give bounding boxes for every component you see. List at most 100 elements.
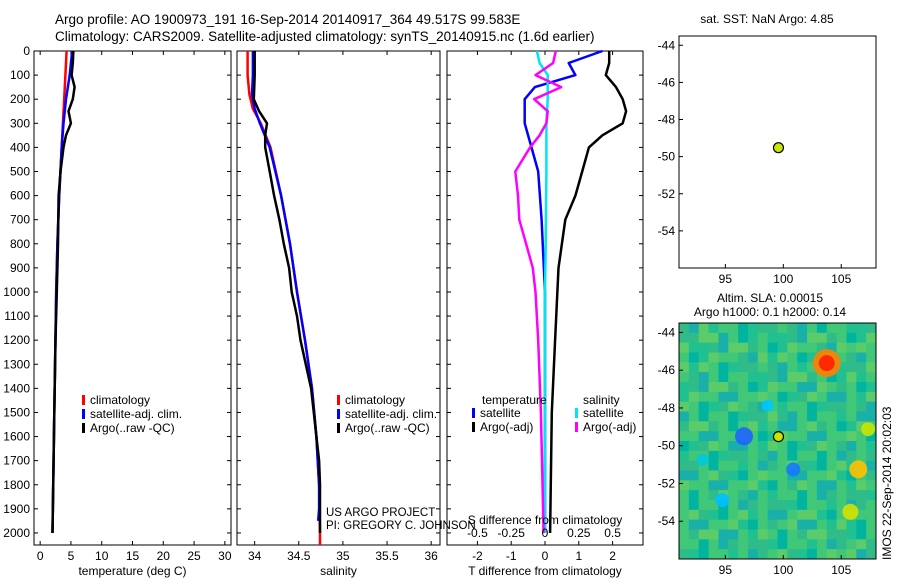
sla-cell	[787, 549, 798, 560]
sla-cell	[866, 460, 877, 471]
sla-cell	[807, 411, 818, 422]
y-tick-label: 800	[10, 237, 30, 251]
sla-cell	[738, 342, 749, 353]
series-line-satellite-adj-clim-	[51, 50, 74, 534]
sla-cell	[708, 372, 719, 383]
sla-cell	[688, 549, 700, 560]
sla-anomaly-blob	[715, 493, 730, 507]
sla-cell	[816, 509, 828, 521]
project-credit: US ARGO PROJECT	[326, 507, 436, 519]
sla-cell	[767, 529, 778, 540]
sla-cell	[836, 382, 847, 393]
sla-cell	[826, 421, 838, 432]
x-tick-label: 100	[773, 272, 793, 286]
sla-cell	[747, 529, 759, 540]
sla-cell	[866, 441, 877, 452]
series-line-argo-raw-qc-	[252, 51, 322, 533]
sla-cell	[718, 509, 729, 521]
sla-cell	[856, 441, 867, 452]
salinity-legend-swatch	[337, 395, 340, 405]
sla-cell	[777, 519, 788, 530]
salinity-legend-label: satellite-adj. clim.	[345, 407, 437, 421]
sla-cell	[728, 480, 739, 491]
sla-cell	[728, 519, 739, 530]
sla-heatmap-field	[679, 323, 877, 560]
sla-cell	[797, 490, 808, 501]
sla-cell	[797, 411, 808, 422]
sla-cell	[777, 529, 788, 540]
sla-cell	[787, 529, 798, 540]
diff-salinity-legend-label: satellite	[583, 406, 624, 420]
sla-cell	[747, 500, 759, 511]
sla-cell	[807, 500, 818, 511]
sla-cell	[767, 382, 778, 393]
diff-temperature-legend-label: Argo(-adj)	[480, 420, 533, 434]
sla-cell	[826, 342, 838, 353]
sla-cell	[846, 450, 857, 462]
sla-cell	[679, 441, 690, 452]
sla-cell	[787, 332, 798, 344]
sla-cell	[757, 372, 769, 383]
x-tick-label: 35	[336, 549, 350, 563]
series-line-argo-adj-	[548, 51, 628, 534]
sla-cell	[846, 441, 857, 452]
sla-cell	[816, 441, 828, 452]
sla-cell	[826, 332, 838, 344]
sla-cell	[747, 549, 759, 560]
sla-cell	[718, 460, 729, 471]
sla-cell	[757, 441, 769, 452]
sla-cell	[797, 323, 808, 334]
sla-cell	[836, 323, 847, 334]
sla-cell	[698, 421, 710, 432]
sla-cell	[679, 342, 690, 353]
sla-cell	[787, 539, 798, 550]
sla-cell	[728, 342, 739, 353]
sla-cell	[846, 431, 857, 442]
sla-cell	[679, 519, 690, 530]
sla-cell	[807, 352, 818, 363]
sla-cell	[836, 480, 847, 491]
sla-cell	[679, 549, 690, 560]
sla-cell	[757, 529, 769, 540]
sla-cell	[738, 352, 749, 363]
sla-cell	[836, 450, 847, 462]
top-x-tick-label: 0.25	[567, 526, 591, 540]
sla-cell	[807, 323, 818, 334]
sla-cell	[767, 411, 778, 422]
x-tick-label: 95	[719, 563, 733, 577]
sla-cell	[747, 450, 759, 462]
sla-cell	[807, 431, 818, 442]
sla-cell	[718, 441, 729, 452]
sla-cell	[698, 323, 710, 334]
sla-cell	[708, 411, 719, 422]
sla-cell	[747, 342, 759, 353]
sla-cell	[787, 352, 798, 363]
sla-cell	[679, 352, 690, 363]
sla-cell	[866, 509, 877, 521]
sla-cell	[728, 332, 739, 344]
sla-cell	[698, 401, 710, 412]
sla-cell	[816, 411, 828, 422]
sla-cell	[807, 519, 818, 530]
sla-cell	[718, 401, 729, 412]
sla-cell	[738, 323, 749, 334]
sla-cell	[688, 352, 700, 363]
sla-cell	[846, 519, 857, 530]
sla-cell	[797, 431, 808, 442]
sla-cell	[866, 362, 877, 373]
sla-cell	[688, 391, 700, 403]
sla-cell	[688, 470, 700, 481]
temperature-legend-swatch	[82, 409, 85, 419]
sla-cell	[688, 509, 700, 521]
sla-cell	[738, 470, 749, 481]
sla-cell	[688, 332, 700, 344]
diff-temperature-legend-label: satellite	[480, 406, 521, 420]
temperature-legend-label: Argo(..raw -QC)	[90, 421, 175, 435]
series-line-satellite-adj-clim-	[250, 51, 321, 521]
sla-cell	[856, 362, 867, 373]
y-tick-label: -44	[658, 325, 676, 339]
sla-cell	[807, 470, 818, 481]
sla-cell	[816, 401, 828, 412]
y-tick-label: 600	[10, 189, 30, 203]
sla-cell	[767, 539, 778, 550]
